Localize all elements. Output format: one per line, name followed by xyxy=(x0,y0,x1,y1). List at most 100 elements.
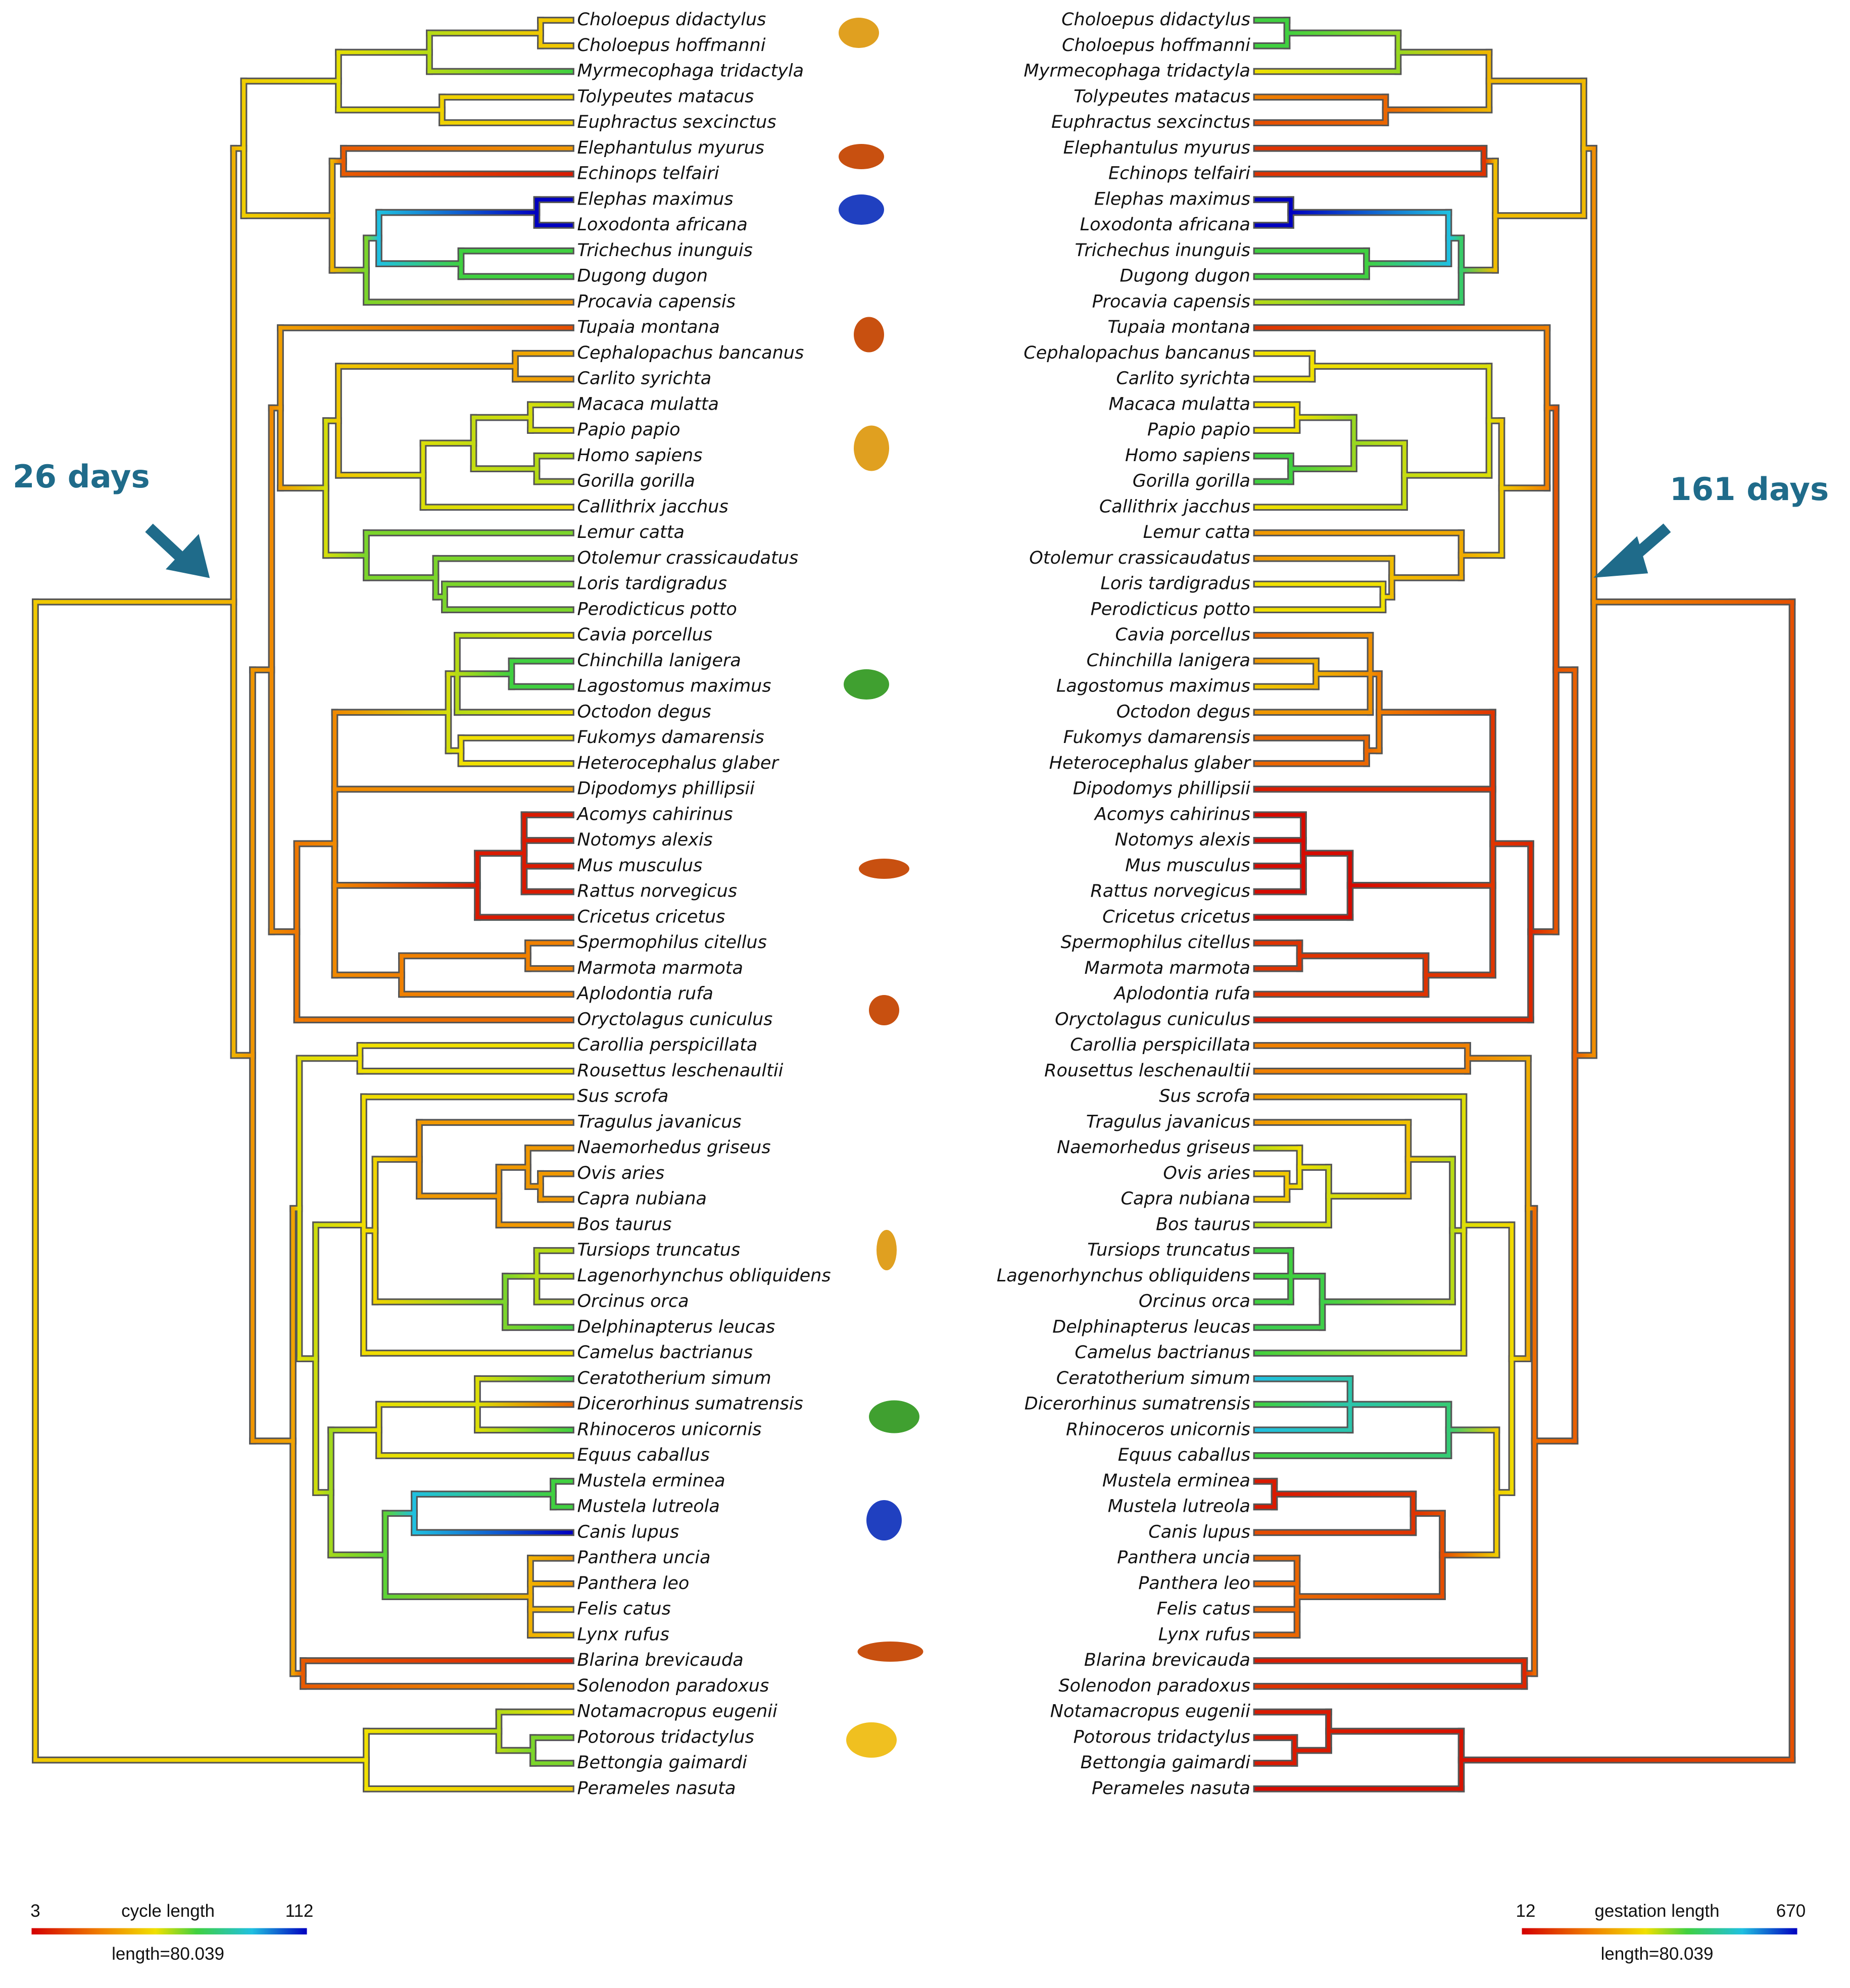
taxon-label: Mustela erminea xyxy=(1102,1471,1250,1491)
taxon-label: Tolypeutes matacus xyxy=(577,86,754,107)
taxon-label: Spermophilus citellus xyxy=(577,932,767,953)
taxon-label: Lynx rufus xyxy=(577,1624,669,1645)
taxon-label: Capra nubiana xyxy=(577,1189,707,1209)
taxon-label: Choloepus didactylus xyxy=(1061,10,1250,30)
taxon-label: Callithrix jacchus xyxy=(1099,496,1250,517)
taxon-label: Rhinoceros unicornis xyxy=(577,1419,762,1439)
taxon-label: Potorous tridactylus xyxy=(1074,1727,1250,1747)
taxon-label: Camelus bactrianus xyxy=(577,1343,753,1363)
taxon-label: Dicerorhinus sumatrensis xyxy=(1025,1394,1250,1414)
legends: 3 cycle length 112 length=80.039 12 gest… xyxy=(30,1901,1806,1964)
taxon-label: Tursiops truncatus xyxy=(1087,1240,1250,1260)
taxon-label: Ovis aries xyxy=(577,1163,665,1183)
taxon-label: Gorilla gorilla xyxy=(577,471,695,491)
taxon-label: Aplodontia rufa xyxy=(1113,984,1250,1004)
taxon-label: Canis lupus xyxy=(577,1522,679,1542)
taxon-label: Echinops telfairi xyxy=(1108,164,1250,184)
taxon-label: Bettongia gaimardi xyxy=(577,1753,748,1773)
taxon-label: Lagostomus maximus xyxy=(577,676,771,697)
taxon-label: Octodon degus xyxy=(577,702,711,722)
taxon-label: Homo sapiens xyxy=(1125,445,1250,466)
taxon-label: Cavia porcellus xyxy=(1115,625,1250,645)
taxon-label: Notamacropus eugenii xyxy=(577,1702,777,1722)
legend-min: 3 xyxy=(30,1901,40,1921)
taxon-label: Otolemur crassicaudatus xyxy=(577,548,799,568)
taxon-label: Myrmecophaga tridactyla xyxy=(577,61,804,81)
taxon-label: Mus musculus xyxy=(1125,856,1250,876)
taxon-label: Solenodon paradoxus xyxy=(1058,1676,1250,1696)
taxon-label: Perameles nasuta xyxy=(1092,1778,1250,1799)
taxon-label: Mustela lutreola xyxy=(577,1497,720,1517)
taxon-label: Marmota marmota xyxy=(1085,958,1250,978)
taxon-label: Rattus norvegicus xyxy=(577,881,738,902)
taxon-label: Euphractus sexcinctus xyxy=(1051,112,1250,132)
taxon-label: Acomys cahirinus xyxy=(576,804,733,824)
left-arrow xyxy=(145,523,210,578)
taxon-label: Elephas maximus xyxy=(577,189,734,209)
taxon-label: Tragulus javanicus xyxy=(577,1112,742,1132)
taxon-label: Octodon degus xyxy=(1116,702,1250,722)
taxon-label: Carlito syrichta xyxy=(577,369,712,389)
taxon-label: Bettongia gaimardi xyxy=(1081,1753,1251,1773)
taxon-label: Capra nubiana xyxy=(1121,1189,1250,1209)
taxon-label: Ovis aries xyxy=(1163,1163,1250,1183)
taxon-label: Loxodonta africana xyxy=(577,215,748,235)
taxon-label: Papio papio xyxy=(577,420,680,440)
taxon-label: Panthera leo xyxy=(1138,1573,1250,1594)
legend-min: 12 xyxy=(1516,1901,1536,1921)
taxon-label: Cricetus cricetus xyxy=(577,907,725,927)
taxon-label: Panthera leo xyxy=(577,1573,690,1594)
taxon-label: Panthera uncia xyxy=(1117,1548,1250,1568)
taxon-label: Tolypeutes matacus xyxy=(1074,86,1250,107)
taxon-label: Procavia capensis xyxy=(1092,291,1250,312)
taxon-label: Heterocephalus glaber xyxy=(1049,753,1252,773)
taxon-label: Trichechus inunguis xyxy=(577,240,753,261)
taxon-label: Potorous tridactylus xyxy=(577,1727,754,1747)
taxon-label: Euphractus sexcinctus xyxy=(577,112,776,132)
taxon-label: Homo sapiens xyxy=(577,445,703,466)
taxon-label: Procavia capensis xyxy=(577,291,736,312)
legend-title: gestation length xyxy=(1594,1901,1719,1921)
taxon-label: Dipodomys phillipsii xyxy=(577,779,755,799)
taxon-label: Macaca mulatta xyxy=(577,394,719,414)
taxon-label: Delphinapterus leucas xyxy=(577,1317,775,1337)
taxon-label: Elephantulus myurus xyxy=(1063,138,1250,158)
taxon-label: Tupaia montana xyxy=(577,317,720,337)
taxon-label: Cavia porcellus xyxy=(577,625,713,645)
taxon-label: Heterocephalus glaber xyxy=(577,753,780,773)
taxon-label: Choloepus hoffmanni xyxy=(1062,35,1250,56)
taxon-label: Acomys cahirinus xyxy=(1094,804,1250,824)
taxon-label: Mus musculus xyxy=(577,856,703,876)
taxon-label: Sus scrofa xyxy=(1159,1086,1250,1107)
left-annotation: 26 days xyxy=(13,458,150,495)
taxon-label: Spermophilus citellus xyxy=(1061,932,1250,953)
legend-length: length=80.039 xyxy=(112,1944,224,1964)
taxon-label: Dicerorhinus sumatrensis xyxy=(577,1394,803,1414)
taxon-label: Equus caballus xyxy=(577,1445,710,1465)
silhouettes xyxy=(839,18,923,1758)
taxon-label: Felis catus xyxy=(1157,1599,1250,1619)
taxon-label: Rattus norvegicus xyxy=(1090,881,1250,902)
taxon-label: Dipodomys phillipsii xyxy=(1073,779,1251,799)
taxon-label: Blarina brevicauda xyxy=(577,1650,744,1670)
taxon-label: Aplodontia rufa xyxy=(576,984,713,1004)
taxon-label: Ceratotherium simum xyxy=(1056,1368,1250,1388)
taxon-label: Cephalopachus bancanus xyxy=(1024,343,1250,363)
taxon-label: Marmota marmota xyxy=(577,958,743,978)
taxon-label: Elephas maximus xyxy=(1094,189,1250,209)
taxon-label: Callithrix jacchus xyxy=(577,496,728,517)
taxon-label: Choloepus hoffmanni xyxy=(577,35,766,56)
taxon-label: Otolemur crassicaudatus xyxy=(1029,548,1250,568)
taxon-label: Carollia perspicillata xyxy=(1070,1035,1250,1055)
taxon-label: Naemorhedus griseus xyxy=(577,1137,771,1158)
taxon-label: Cricetus cricetus xyxy=(1102,907,1250,927)
taxon-label: Myrmecophaga tridactyla xyxy=(1024,61,1250,81)
taxon-label: Blarina brevicauda xyxy=(1084,1650,1250,1670)
taxon-label: Notamacropus eugenii xyxy=(1050,1702,1250,1722)
taxon-label: Ceratotherium simum xyxy=(577,1368,771,1388)
taxon-label: Equus caballus xyxy=(1118,1445,1250,1465)
right-annotation: 161 days xyxy=(1670,471,1829,508)
taxon-label: Orcinus orca xyxy=(577,1291,689,1312)
